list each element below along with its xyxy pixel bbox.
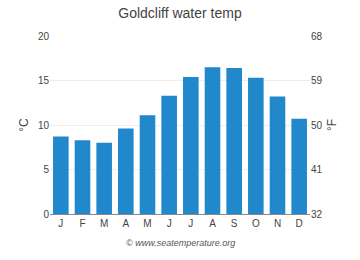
svg-text:Goldcliff water temp: Goldcliff water temp	[118, 5, 242, 21]
svg-text:10: 10	[38, 120, 50, 131]
svg-text:N: N	[274, 218, 281, 229]
svg-text:32: 32	[311, 209, 323, 220]
svg-text:J: J	[58, 218, 63, 229]
svg-text:15: 15	[38, 75, 50, 86]
svg-text:F: F	[79, 218, 85, 229]
svg-text:5: 5	[43, 164, 49, 175]
svg-text:0: 0	[43, 209, 49, 220]
svg-text:A: A	[122, 218, 129, 229]
svg-text:© www.seatemperature.org: © www.seatemperature.org	[126, 238, 235, 248]
svg-text:S: S	[231, 218, 238, 229]
svg-text:41: 41	[311, 164, 323, 175]
svg-text:°C: °C	[17, 118, 31, 132]
svg-text:M: M	[100, 218, 108, 229]
svg-text:J: J	[188, 218, 193, 229]
svg-text:20: 20	[38, 31, 50, 42]
svg-text:59: 59	[311, 75, 323, 86]
svg-text:A: A	[209, 218, 216, 229]
svg-text:68: 68	[311, 31, 323, 42]
svg-text:°F: °F	[325, 119, 339, 131]
svg-text:D: D	[296, 218, 303, 229]
svg-text:O: O	[252, 218, 260, 229]
svg-text:M: M	[143, 218, 151, 229]
svg-text:J: J	[167, 218, 172, 229]
svg-text:50: 50	[311, 120, 323, 131]
